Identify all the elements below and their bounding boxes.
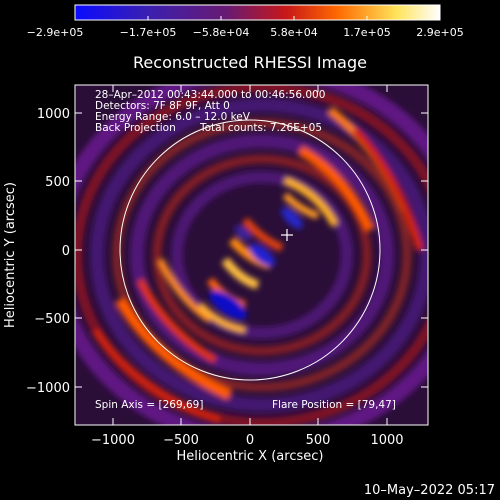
colorbar	[74, 4, 441, 21]
time-range-text: 28–Apr–2012 00:43:44.000 to 00:46:56.000	[95, 89, 325, 101]
plot-title: Reconstructed RHESSI Image	[133, 53, 367, 72]
colorbar-tick-label: −5.8e+04	[193, 26, 250, 39]
detectors-text: Detectors: 7F 8F 9F, Att 0	[95, 100, 230, 112]
footer-timestamp: 10–May–2022 05:17	[364, 483, 495, 498]
colorbar-ticks	[74, 16, 441, 20]
x-axis-ticks	[112, 85, 388, 425]
flare-position-marker	[281, 229, 293, 241]
colorbar-tick-label: −1.7e+05	[120, 26, 177, 39]
y-tick-label: 500	[45, 175, 70, 190]
x-tick-label: −500	[163, 433, 199, 448]
y-axis-label: Heliocentric Y (arcsec)	[3, 182, 18, 328]
reconstructed-image	[75, 85, 428, 425]
y-tick-label: −500	[34, 312, 70, 327]
energy-range-text: Energy Range: 6.0 – 12.0 keV	[95, 111, 251, 123]
x-tick-label: 0	[246, 433, 254, 448]
y-tick-label: 1000	[37, 107, 70, 122]
total-counts-text: Total counts: 7.26E+05	[199, 122, 322, 134]
colorbar-tick-label: 5.8e+04	[270, 26, 317, 39]
colorbar-tick-label: −2.9e+05	[27, 26, 84, 39]
plot-frame	[74, 84, 429, 426]
x-tick-label: −1000	[91, 433, 135, 448]
x-tick-label: 500	[306, 433, 331, 448]
x-tick-label: 1000	[370, 433, 403, 448]
y-tick-label: −1000	[26, 381, 70, 396]
y-axis-ticks	[75, 112, 428, 388]
colorbar-tick-label: 2.9e+05	[416, 26, 463, 39]
spin-axis-text: Spin Axis = [269,69]	[95, 399, 203, 411]
x-axis-label: Heliocentric X (arcsec)	[177, 449, 324, 464]
solar-limb-circle	[119, 119, 381, 381]
colorbar-tick-label: 1.7e+05	[343, 26, 390, 39]
y-tick-label: 0	[62, 244, 70, 259]
flare-position-text: Flare Position = [79,47]	[272, 399, 396, 411]
method-text: Back Projection	[95, 122, 176, 134]
